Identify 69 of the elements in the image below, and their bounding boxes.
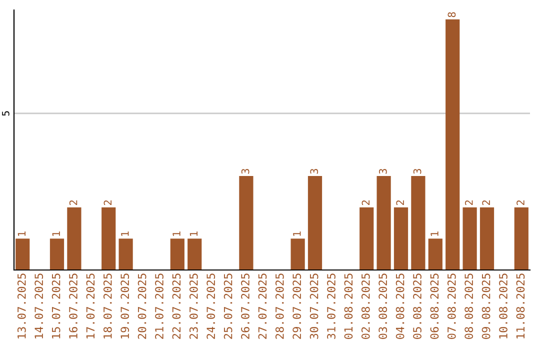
data-label: 8: [448, 12, 456, 18]
x-tick-label: 02.08.2025: [361, 274, 370, 339]
data-label: 3: [378, 168, 387, 174]
bar: [411, 176, 426, 270]
data-label: 3: [413, 168, 422, 174]
data-label: 3: [241, 168, 250, 174]
bar: [67, 207, 82, 270]
x-tick-label: 01.08.2025: [344, 274, 353, 339]
bar: [16, 238, 30, 270]
data-label: 2: [464, 200, 473, 206]
x-tick-label: 06.08.2025: [430, 274, 439, 339]
data-label: 3: [310, 168, 318, 174]
bar: [50, 238, 64, 270]
y-tick-label: 5: [2, 111, 10, 116]
x-tick-label: 22.07.2025: [172, 274, 181, 339]
data-label: 2: [482, 200, 490, 206]
bar: [462, 207, 477, 270]
x-tick-label: 27.07.2025: [258, 274, 267, 339]
x-tick-label: 07.08.2025: [447, 274, 456, 339]
bar: [446, 19, 460, 270]
x-tick-label: 09.08.2025: [482, 274, 490, 339]
x-tick-label: 17.07.2025: [86, 274, 95, 338]
data-label: 1: [18, 232, 26, 236]
data-label: 1: [190, 232, 198, 236]
x-tick-label: 20.07.2025: [138, 274, 146, 339]
x-tick-label: 23.07.2025: [189, 274, 198, 339]
x-tick-label: 15.07.2025: [52, 274, 60, 338]
x-tick-label: 24.07.2025: [206, 274, 216, 339]
x-tick-label: 04.08.2025: [396, 274, 404, 339]
bar: [118, 238, 133, 270]
bar: [428, 238, 442, 270]
bar: [308, 176, 322, 270]
x-tick-label: 21.07.2025: [155, 274, 164, 339]
bar: [188, 238, 202, 270]
x-tick-label: 19.07.2025: [120, 274, 130, 338]
bar: [480, 207, 494, 270]
x-tick-label: 08.08.2025: [464, 274, 474, 339]
x-tick-label: 26.07.2025: [241, 274, 250, 339]
data-label: 2: [396, 200, 404, 206]
bar: [102, 207, 116, 270]
x-tick-label: 11.08.2025: [516, 274, 525, 338]
bar: [290, 238, 305, 270]
data-label: 2: [516, 200, 524, 206]
bar: [170, 238, 184, 270]
x-tick-label: 18.07.2025: [103, 274, 112, 338]
bar: [376, 176, 391, 270]
x-tick-label: 16.07.2025: [69, 274, 78, 338]
bar: [514, 207, 528, 270]
bar: [239, 176, 254, 270]
x-tick-label: 03.08.2025: [378, 274, 388, 339]
bar: [360, 207, 374, 270]
x-tick-label: 05.08.2025: [413, 274, 422, 339]
data-label: 2: [104, 200, 112, 206]
x-tick-label: 10.08.2025: [499, 274, 508, 338]
data-label: 1: [430, 232, 438, 236]
bar: [394, 207, 408, 270]
data-label: 2: [69, 200, 78, 206]
x-tick-label: 13.07.2025: [17, 274, 26, 338]
data-label: 1: [52, 232, 60, 236]
x-tick-label: 29.07.2025: [292, 274, 302, 339]
x-tick-label: 30.07.2025: [310, 274, 318, 339]
x-tick-label: 28.07.2025: [275, 274, 284, 339]
data-label: 1: [121, 232, 129, 236]
x-tick-label: 14.07.2025: [34, 274, 44, 338]
x-tick-label: 31.07.2025: [327, 274, 336, 339]
data-label: 1: [293, 232, 301, 236]
x-tick-label: 25.07.2025: [224, 274, 232, 339]
data-label: 1: [172, 232, 180, 236]
data-label: 2: [362, 200, 370, 206]
